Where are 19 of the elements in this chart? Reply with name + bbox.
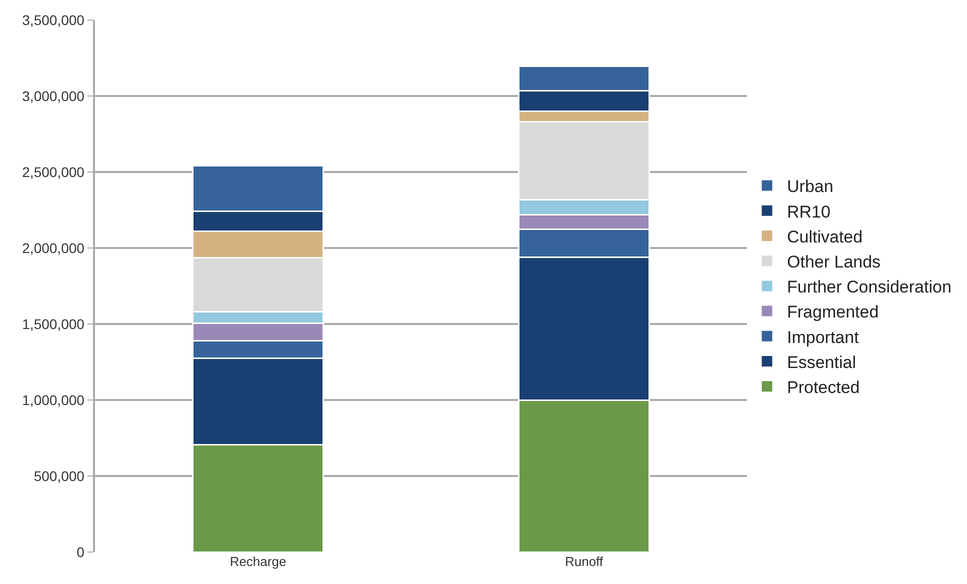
y-tick-label: 2,500,000 — [22, 164, 85, 180]
legend-label: Fragmented — [787, 302, 879, 322]
legend-label: Cultivated — [787, 227, 863, 246]
legend-label: Further Consideration — [787, 278, 952, 297]
y-tick-label: 1,500,000 — [22, 316, 85, 332]
legend-label: Urban — [787, 177, 834, 196]
legend-label: RR10 — [787, 202, 830, 222]
y-tick-label: 1,000,000 — [22, 392, 85, 408]
y-tick-label: 2,000,000 — [22, 240, 85, 256]
legend-label: Important — [787, 328, 860, 347]
y-tick-label: 3,000,000 — [22, 88, 85, 104]
legend-label: Essential — [787, 352, 856, 372]
y-tick-label: 500,000 — [34, 468, 85, 484]
x-tick-label: Runoff — [564, 554, 604, 569]
legend-label: Other Lands — [787, 252, 881, 272]
legend-label: Protected — [787, 378, 860, 397]
y-tick-label: 3,500,000 — [22, 12, 85, 28]
y-tick-label: 0 — [76, 544, 85, 560]
x-tick-label: Recharge — [230, 554, 286, 569]
